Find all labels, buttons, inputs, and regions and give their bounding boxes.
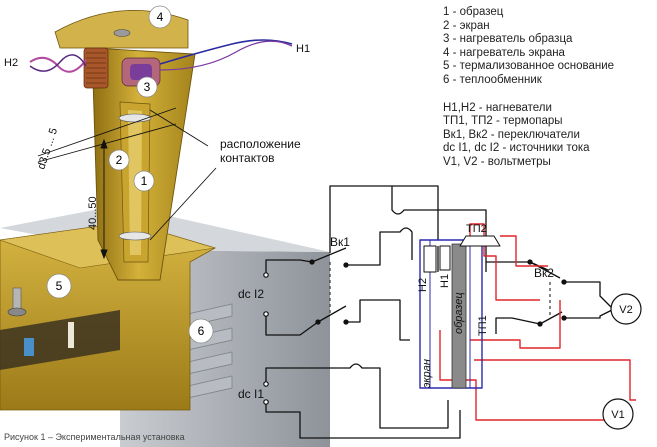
heater-2-label: H2 (417, 278, 429, 292)
contacts-label-line2: контактов (220, 151, 275, 165)
black-wires (265, 185, 613, 439)
legend-part-5: 5 - термализованное основание (443, 60, 615, 73)
legend-spacer (443, 88, 655, 102)
sample-label: образец (453, 292, 465, 334)
legend-part-4: 4 - нагреватель экрана (443, 46, 565, 59)
top-cap-screw (113, 29, 131, 37)
wire-h1 (159, 39, 293, 65)
svg-text:6: 6 (198, 324, 205, 338)
svg-text:5: 5 (56, 279, 63, 293)
source-2-label: dc I2 (238, 287, 264, 301)
legend-symbol-sources: dc I1, dc I2 - источники тока (443, 142, 590, 155)
legend-symbol-switches: Вк1, Вк2 - переключатели (443, 128, 580, 141)
dimension-lines (37, 107, 217, 260)
voltmeter-1-label: V1 (611, 409, 624, 421)
svg-text:2: 2 (116, 153, 123, 167)
wire-h1-b (159, 40, 293, 71)
legend-symbol-voltmeters: V1, V2 - вольтметры (443, 155, 551, 168)
marker-3: 3 (136, 76, 158, 98)
heater-coil-left (83, 47, 109, 89)
schematic-labels: Вк1 Вк2 dc I2 dc I1 H2 H1 образец экран … (238, 223, 633, 421)
legend: 1 - образец 2 - экран 3 - нагреватель об… (443, 6, 655, 170)
legend-part-3: 3 - нагреватель образца (443, 33, 573, 46)
marker-4: 4 (148, 5, 172, 29)
screen-label: экран (421, 359, 433, 388)
contacts-label-line1: расположение (220, 137, 301, 151)
dim-thickness-label: d3.5 ... 5 (35, 127, 60, 171)
connector-blue (24, 338, 34, 356)
source-1-label: dc I1 (238, 387, 264, 401)
switch-1-label: Вк1 (330, 235, 350, 249)
wire-h1-label: H1 (296, 43, 310, 55)
heater-h1-box (439, 245, 451, 271)
screen-inner (429, 239, 471, 389)
red-wires (439, 223, 636, 428)
marker-1: 1 (133, 170, 155, 192)
heater-h2-box (423, 245, 437, 273)
svg-text:3: 3 (144, 80, 151, 94)
legend-symbol-thermocouples: ТП1, ТП2 - термопары (443, 115, 563, 128)
svg-text:1: 1 (141, 174, 148, 188)
marker-6: 6 (188, 318, 214, 344)
thermocouple-2-symbol (459, 235, 501, 247)
switch-2-label: Вк2 (534, 266, 554, 280)
marker-2: 2 (108, 149, 130, 171)
connector-white (68, 322, 74, 348)
legend-part-2: 2 - экран (443, 19, 490, 32)
thermocouple-1-label: ТП1 (477, 315, 489, 336)
voltmeter-v1 (602, 398, 634, 430)
wiring-schematic (263, 185, 642, 439)
voltmeter-2-label: V2 (619, 304, 632, 316)
figure-caption: Рисунок 1 – Экспериментальная установка (4, 432, 185, 442)
legend-symbol-heaters: H1,H2 - нагневатели (443, 101, 552, 114)
legend-part-1: 1 - образец (443, 6, 504, 18)
marker-5: 5 (46, 273, 72, 299)
wire-h2 (29, 56, 87, 73)
legend-part-6: 6 - теплообменник (443, 73, 542, 86)
svg-text:4: 4 (157, 10, 164, 24)
heater-1-label: H1 (439, 274, 451, 288)
dim-length-label: 40...50 (87, 196, 99, 230)
mechanical-drawing: d3.5 ... 5 40...50 расположение контакто… (0, 5, 330, 447)
source-dc-i2 (263, 272, 269, 317)
wire-h2-b (29, 54, 87, 72)
source-dc-i1 (263, 381, 269, 405)
switch-2[interactable] (527, 259, 567, 327)
slot-bottom (118, 231, 152, 241)
voltmeter-v2 (610, 293, 642, 325)
switch-1[interactable] (309, 247, 349, 325)
sample-bar (451, 243, 467, 389)
thermocouple-2-label: ТП2 (466, 223, 487, 235)
wire-h2-label: H2 (4, 57, 18, 69)
screw-icon (7, 287, 27, 317)
